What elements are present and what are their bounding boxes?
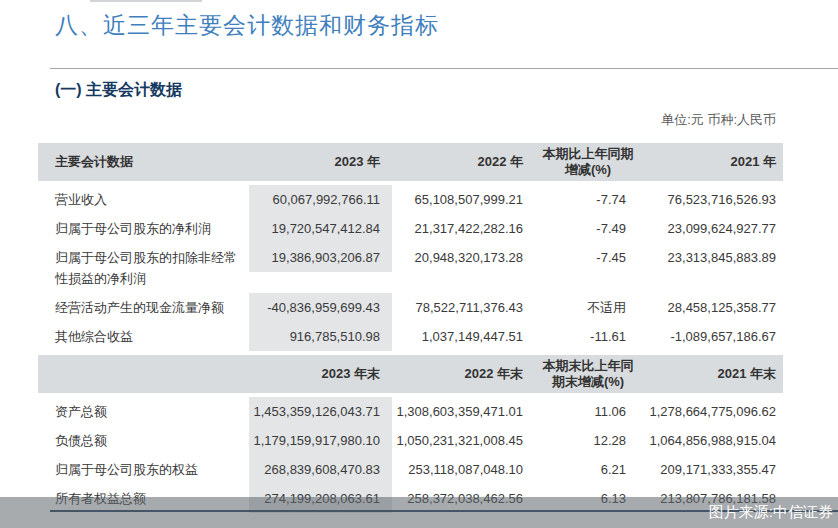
column-header-2021: 2021 年 [640, 153, 783, 171]
row-label: 负债总额 [38, 426, 249, 455]
cell-2021: 1,064,856,988,915.04 [640, 426, 783, 455]
section-heading: (一) 主要会计数据 [55, 80, 182, 101]
cell-2021: 76,523,716,526.93 [640, 185, 783, 214]
row-label: 营业收入 [38, 185, 249, 214]
cell-2021: -1,089,657,186.67 [640, 322, 783, 351]
row-label: 归属于母公司股东的扣除非经常性损益的净利润 [38, 243, 249, 293]
cell-2022: 21,317,422,282.16 [392, 214, 530, 243]
cell-2021: 209,171,333,355.47 [640, 455, 783, 484]
cell-change: 6.21 [530, 455, 640, 484]
source-badge: 图片来源:中信证券 [709, 503, 833, 522]
cell-2023: -40,836,959,699.43 [249, 293, 392, 322]
column-header-change-end: 本期末比上年同期末增减(%) [530, 358, 640, 390]
cell-2023: 60,067,992,766.11 [249, 185, 392, 214]
cell-2023: 1,179,159,917,980.10 [249, 426, 392, 455]
table-header-annual: 主要会计数据 2023 年 2022 年 本期比上年同期增减(%) 2021 年 [38, 143, 783, 181]
cell-2022: 1,308,603,359,471.01 [392, 397, 530, 426]
cell-2021: 23,099,624,927.77 [640, 214, 783, 243]
unit-currency-note: 单位:元 币种:人民币 [661, 111, 776, 129]
cell-change: -11.61 [530, 322, 640, 351]
cell-2022: 20,948,320,173.28 [392, 243, 530, 272]
cell-change: 不适用 [530, 293, 640, 322]
column-header-2021-end: 2021 年末 [640, 365, 783, 383]
row-label: 归属于母公司股东的权益 [38, 455, 249, 484]
top-edge-fragment [90, 0, 202, 2]
cell-change: 12.28 [530, 426, 640, 455]
column-header-change-line1: 本期比上年同期 [543, 146, 634, 161]
table-row: 营业收入 60,067,992,766.11 65,108,507,999.21… [38, 185, 783, 214]
table-header-year-end: 2023 年末 2022 年末 本期末比上年同期末增减(%) 2021 年末 [38, 355, 783, 393]
accounting-data-table: 主要会计数据 2023 年 2022 年 本期比上年同期增减(%) 2021 年… [38, 143, 783, 513]
cell-2021: 28,458,125,358.77 [640, 293, 783, 322]
cell-2023: 19,386,903,206.87 [249, 243, 392, 272]
cell-change: 11.06 [530, 397, 640, 426]
column-header-change: 本期比上年同期增减(%) [530, 146, 640, 178]
column-header-change-end-line1: 本期末比上年同 [543, 358, 634, 373]
table-row: 经营活动产生的现金流量净额 -40,836,959,699.43 78,522,… [38, 293, 783, 322]
cell-2022: 78,522,711,376.43 [392, 293, 530, 322]
cell-2021: 1,278,664,775,096.62 [640, 397, 783, 426]
table-row: 归属于母公司股东的净利润 19,720,547,412.84 21,317,42… [38, 214, 783, 243]
table-row: 资产总额 1,453,359,126,043.71 1,308,603,359,… [38, 397, 783, 426]
cell-2021: 23,313,845,883.89 [640, 243, 783, 272]
cell-2023: 916,785,510.98 [249, 322, 392, 351]
cell-2023: 1,453,359,126,043.71 [249, 397, 392, 426]
cell-2022: 65,108,507,999.21 [392, 185, 530, 214]
source-watermark-band: 图片来源:中信证券 [0, 497, 838, 528]
table-row: 归属于母公司股东的扣除非经常性损益的净利润 19,386,903,206.87 … [38, 243, 783, 293]
row-label: 其他综合收益 [38, 322, 249, 351]
page-title: 八、近三年主要会计数据和财务指标 [55, 10, 439, 41]
row-label: 经营活动产生的现金流量净额 [38, 293, 249, 322]
cell-2022: 1,037,149,447.51 [392, 322, 530, 351]
column-header-change-end-line2: 期末增减(%) [552, 374, 624, 389]
column-header-2022-end: 2022 年末 [392, 365, 530, 383]
title-divider [50, 68, 838, 69]
column-header-change-line2: 增减(%) [565, 162, 611, 177]
column-header-2022: 2022 年 [392, 153, 530, 171]
cell-2022: 253,118,087,048.10 [392, 455, 530, 484]
table-row: 其他综合收益 916,785,510.98 1,037,149,447.51 -… [38, 322, 783, 351]
column-header-metric: 主要会计数据 [38, 153, 249, 171]
table-row: 负债总额 1,179,159,917,980.10 1,050,231,321,… [38, 426, 783, 455]
cell-2022: 1,050,231,321,008.45 [392, 426, 530, 455]
cell-change: -7.49 [530, 214, 640, 243]
cell-change: -7.74 [530, 185, 640, 214]
table-row: 归属于母公司股东的权益 268,839,608,470.83 253,118,0… [38, 455, 783, 484]
row-label: 资产总额 [38, 397, 249, 426]
cell-2023: 268,839,608,470.83 [249, 455, 392, 484]
row-label: 归属于母公司股东的净利润 [38, 214, 249, 243]
column-header-2023-end: 2023 年末 [249, 365, 392, 383]
cell-2023: 19,720,547,412.84 [249, 214, 392, 243]
column-header-2023: 2023 年 [249, 153, 392, 171]
cell-change: -7.45 [530, 243, 640, 272]
